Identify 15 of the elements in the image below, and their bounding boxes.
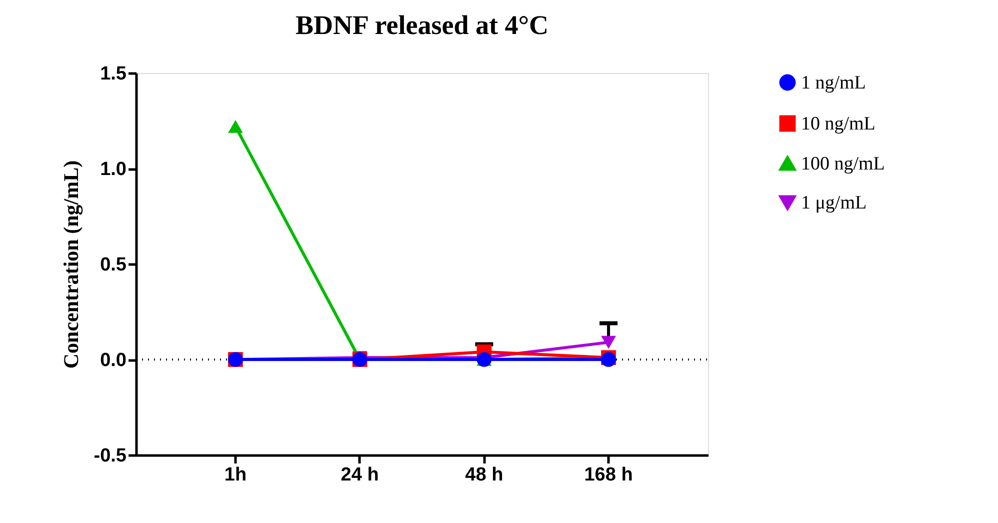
x-tick-label: 168 h	[584, 464, 633, 486]
x-tick-label: 24 h	[340, 464, 379, 486]
y-tick-label: -0.5	[94, 446, 127, 466]
legend-label: 10 ng/mL	[801, 114, 876, 134]
y-tick-label: 1.5	[100, 64, 127, 84]
legend-label: 100 ng/mL	[801, 154, 885, 174]
legend-label: 1 ng/mL	[801, 72, 866, 94]
y-tick-label: 1.0	[100, 159, 126, 180]
x-tick-label: 48 h	[465, 464, 504, 486]
y-axis-title: Concentration (ng/mL)	[58, 160, 83, 369]
chart-title: BDNF released at 4°C	[295, 10, 549, 40]
legend-label: 1 μg/mL	[801, 192, 867, 214]
x-tick-label: 1h	[224, 464, 247, 486]
y-tick-label: 0.0	[100, 350, 126, 371]
y-tick-label: 0.5	[100, 254, 127, 276]
